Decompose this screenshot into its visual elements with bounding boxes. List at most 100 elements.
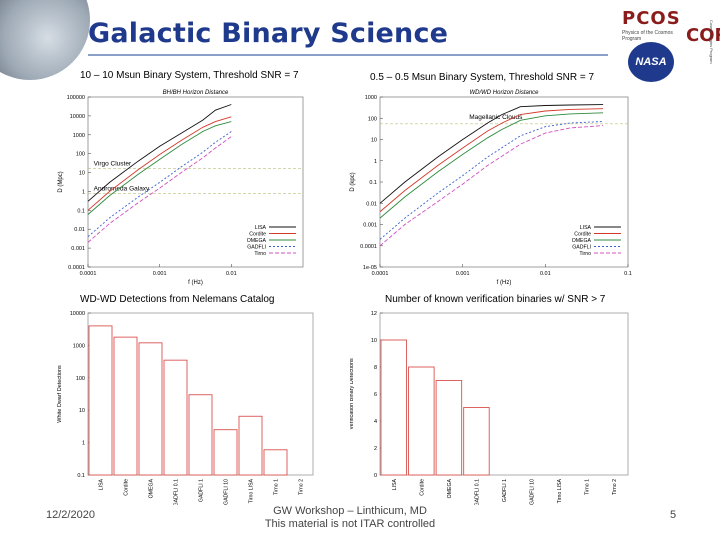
x-category-label: Tirno 2 [612,479,618,495]
pcos-logo: PCOS [622,8,681,29]
y-tick-label: 0.01 [74,227,85,233]
y-tick-label: 100 [368,116,377,122]
y-tick-label: 0 [374,473,377,479]
x-tick-label: 0.01 [540,271,551,277]
x-tick-label: 0.1 [624,271,632,277]
bar-tirno-lisa [238,415,263,476]
y-tick-label: 6 [374,392,377,398]
legend-label: OMEGA [247,238,267,244]
cor-logo-subtitle: Cosmic Origins Program [709,20,714,64]
cor-logo: COR [686,25,720,46]
bar-gadfli-1 [188,394,213,476]
footer-line2: This material is not ITAR controlled [264,518,436,530]
x-category-label: Tirno LISA [557,478,563,503]
legend-label: GADFLI [572,245,591,251]
x-category-label: GADFLI 1 [502,479,508,502]
bar-gadfli-10 [213,429,238,476]
series-line-gadfli [379,121,604,240]
y-tick-label: 100 [76,152,85,158]
y-tick-label: 10 [371,338,377,344]
x-category-label: OMEGA [149,478,155,498]
plot-frame [87,96,304,268]
plot-frame [379,96,629,268]
y-tick-label: 1 [374,159,377,165]
footer-line1: GW Workshop – Linthicum, MD [273,505,427,517]
y-tick-label: 0.1 [77,473,85,479]
series-line-cordite [87,116,232,211]
series-line-omega [87,121,232,215]
footer-page-number: 5 [670,509,677,521]
chart-title: BH/BH Horizon Distance [163,90,229,96]
y-tick-label: 10 [371,138,377,144]
chart4-caption: Number of known verification binaries w/… [385,294,606,305]
y-tick-label: 4 [374,419,377,425]
x-axis-label: f (Hz) [188,280,203,286]
y-tick-label: 12 [371,311,377,317]
slide-title: Galactic Binary Science [88,18,449,49]
wd-horizon-chart: WD/WD Horizon Distance 1000 100 10 1 0.1 0.01 0… [350,90,632,286]
bh-horizon-chart: BH/BH Horizon Distance100000100001000100… [58,90,304,286]
x-category-label: OMEGA [447,478,453,498]
y-tick-label: 1000 [73,343,85,349]
y-tick-label: 0.01 [366,201,377,207]
chart-title: WD/WD Horizon Distance [469,90,539,96]
x-category-label: GADFLI 0.1 [474,479,480,505]
footer-date: 12/2/2020 [46,509,95,521]
y-axis-label: D (Mpc) [58,171,64,192]
y-tick-label: 10 [79,408,85,414]
y-axis-label: D (kpc) [350,172,356,191]
verification-binaries-chart: 12 10 8 6 4 2 0 Verification Binary Detections L… [350,311,629,505]
y-tick-label: 8 [374,365,377,371]
x-category-label: Tirno 1 [274,479,280,495]
bar-lisa [380,339,408,476]
series-line-gadfli [87,131,232,238]
legend-label: GADFLI [247,245,266,251]
pcos-logo-subtitle: Physics of the Cosmos Program [622,30,673,42]
bar-gadfli-0-1 [163,359,188,476]
y-tick-label: 10000 [70,114,85,120]
annotation-label: Virgo Cluster [94,160,132,167]
chart1-caption: 10 – 10 Msun Binary System, Threshold SN… [80,70,299,81]
y-tick-label: 100000 [67,95,85,101]
x-tick-label: 0.0001 [80,271,97,277]
series-line-tirno [379,125,604,247]
y-tick-label: 2 [374,446,377,452]
y-tick-label: 10 [79,171,85,177]
series-line-lisa [87,104,232,202]
x-category-label: LISA [392,478,398,490]
series-line-tirno [87,136,232,243]
series-line-cordite [379,108,604,213]
bar-tirno-1 [263,449,288,476]
x-category-label: LISA [99,478,105,490]
legend-label: Cordite [574,232,591,238]
y-tick-label: 1 [82,441,85,447]
bar-cordite [113,336,138,476]
y-axis-label: Verification Binary Detections [350,358,355,430]
x-tick-label: 0.01 [226,271,237,277]
y-tick-label: 0.0001 [360,244,377,250]
annotation-label: Andromeda Galaxy [94,186,150,193]
x-category-label: Tirno 2 [299,479,305,495]
bar-gadfli-0-1 [463,407,490,476]
bar-cordite [408,366,435,476]
y-tick-label: 0.0001 [68,265,85,271]
x-category-label: GADFLI 1 [199,479,205,502]
legend-label: LISA [580,225,592,231]
footer-center: GW Workshop – Linthicum, MD This materia… [240,505,460,531]
y-tick-label: 0.1 [369,180,377,186]
y-tick-label: 100 [76,376,85,382]
x-category-label: GADFLI 10 [224,479,230,505]
legend-label: LISA [255,225,267,231]
series-line-omega [379,112,604,219]
bar-omega [435,380,463,476]
y-tick-label: 0.001 [363,223,377,229]
y-tick-label: 1000 [365,95,377,101]
legend-label: OMEGA [572,238,592,244]
bar-lisa [88,325,113,476]
chart2-caption: 0.5 – 0.5 Msun Binary System, Threshold … [370,72,595,83]
title-underline [88,54,608,56]
bar-omega [138,342,163,476]
x-category-label: Cordite [419,479,425,496]
y-tick-label: 1e-05 [363,265,377,271]
nasa-logo: NASA [628,42,674,82]
